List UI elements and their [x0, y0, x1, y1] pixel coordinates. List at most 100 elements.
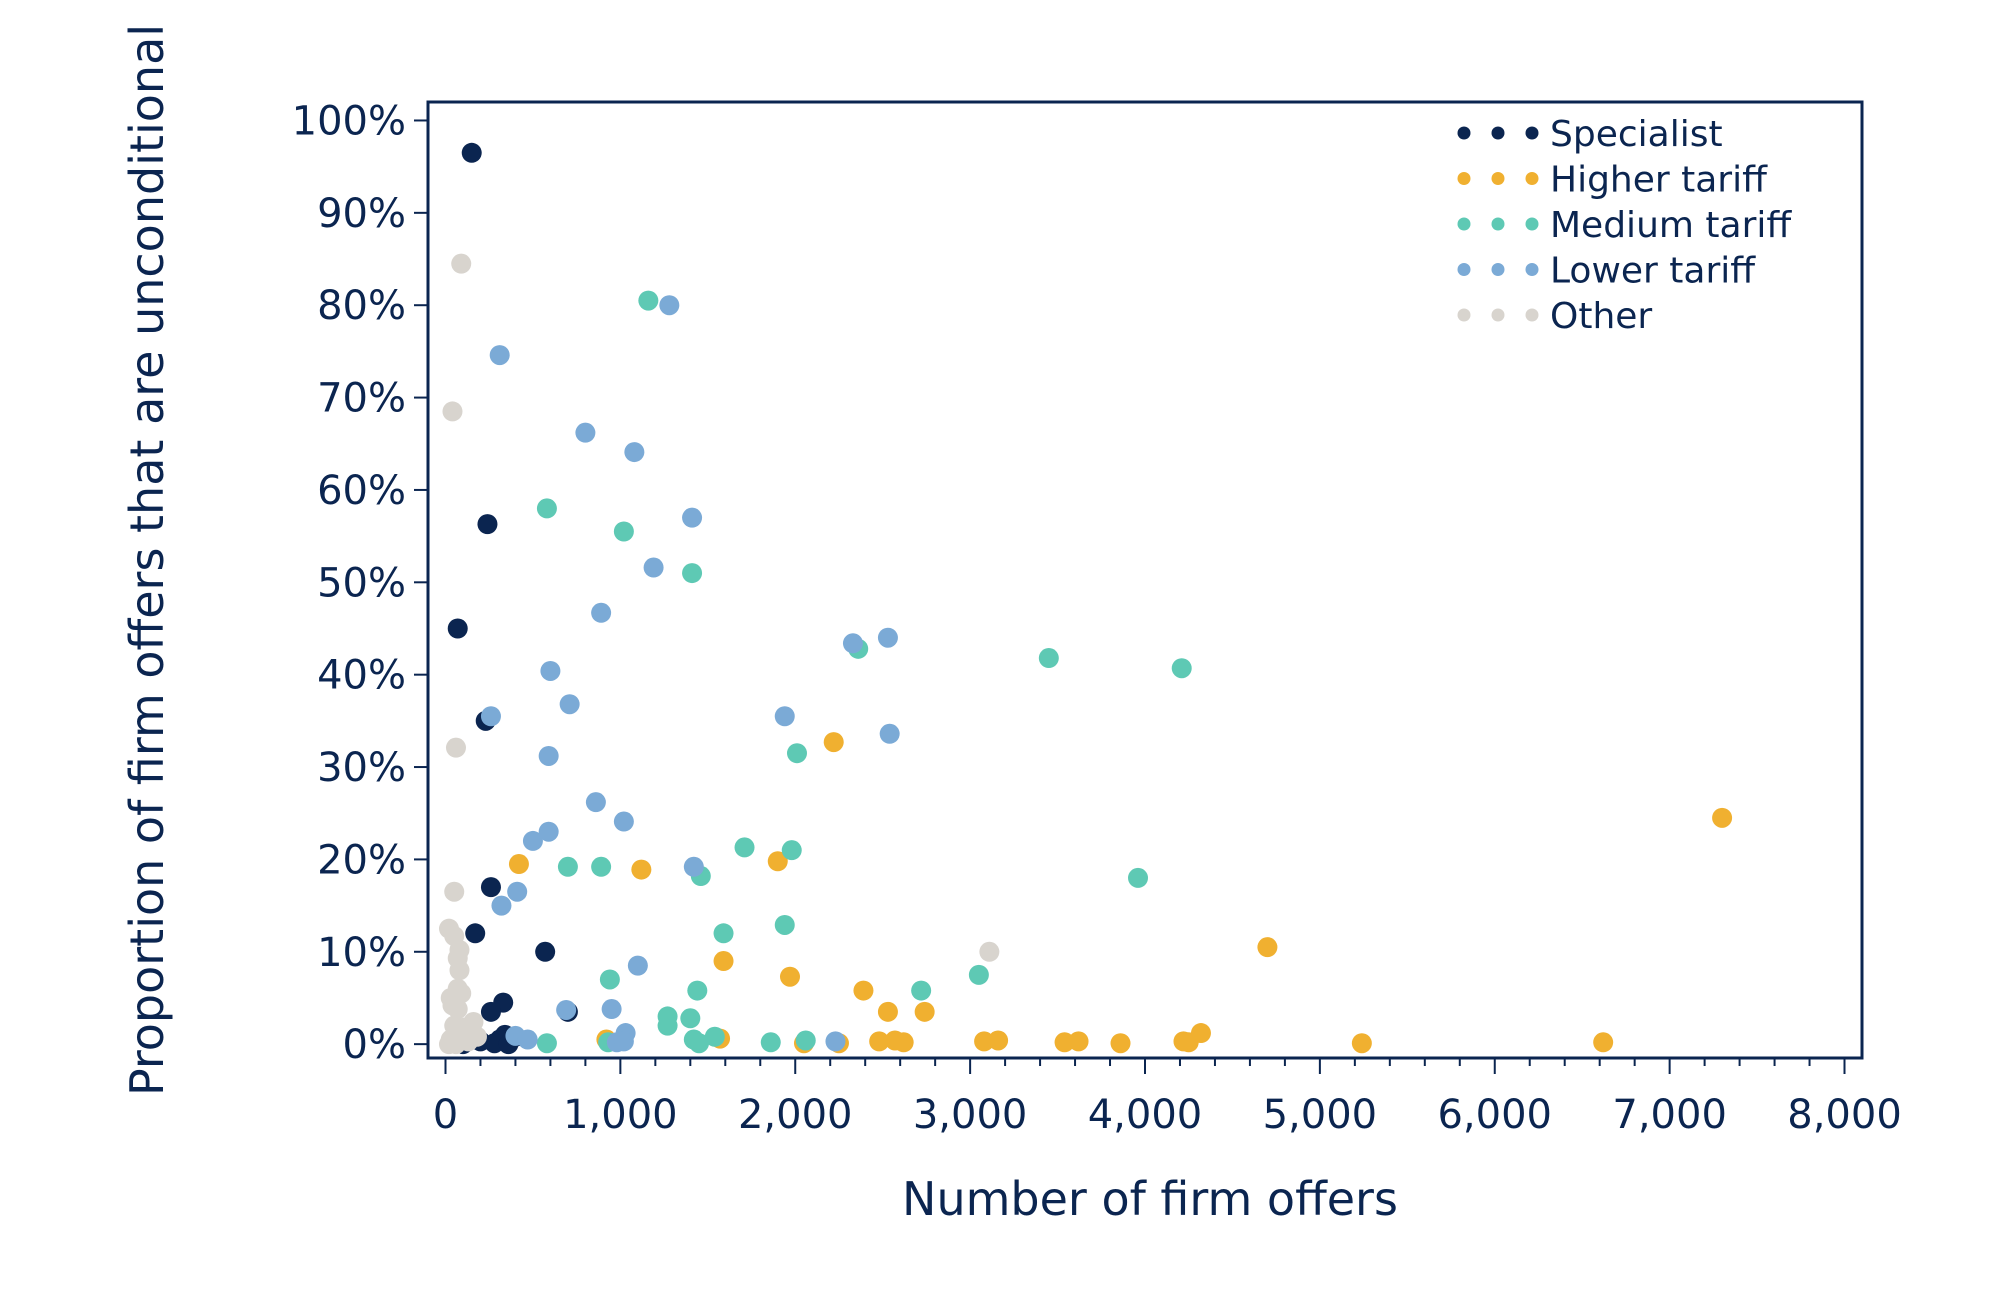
data-point — [974, 1031, 995, 1052]
y-tick-label: 60% — [317, 468, 406, 514]
data-point — [517, 1029, 538, 1050]
x-tick-label: 4,000 — [1088, 1092, 1203, 1138]
x-tick-label: 2,000 — [738, 1092, 853, 1138]
legend-marker — [1491, 126, 1505, 140]
data-point — [1257, 937, 1278, 958]
data-point — [444, 881, 465, 902]
data-point — [842, 633, 863, 654]
data-point — [704, 1026, 725, 1047]
legend-marker — [1457, 308, 1471, 322]
data-point — [601, 999, 622, 1020]
data-point — [477, 514, 498, 535]
legend-marker — [1525, 172, 1539, 185]
data-point — [825, 1031, 846, 1052]
data-point — [535, 941, 556, 962]
data-point — [760, 1032, 781, 1053]
data-point — [538, 821, 559, 842]
data-point — [1173, 1031, 1194, 1052]
x-axis: 0 1,000 2,000 3,000 4,000 5,000 6,000 7,000 8,00… — [433, 1058, 1902, 1138]
data-point — [1351, 1033, 1372, 1054]
data-point — [968, 964, 989, 985]
data-point — [591, 856, 612, 877]
y-tick-label: 10% — [317, 930, 406, 976]
data-point — [613, 811, 634, 832]
data-point — [557, 856, 578, 877]
x-tick-label: 1,000 — [563, 1092, 678, 1138]
data-point — [540, 660, 561, 681]
legend-label: Medium tariff — [1550, 205, 1792, 246]
data-point — [591, 602, 612, 623]
y-tick-label: 20% — [317, 837, 406, 883]
data-point — [893, 1032, 914, 1053]
x-tick-label: 0 — [433, 1092, 458, 1138]
legend-marker — [1525, 217, 1539, 231]
series-higher-tariff — [508, 732, 1733, 1054]
series-other — [438, 253, 1000, 1055]
legend-label: Lower tariff — [1550, 251, 1756, 292]
data-point — [465, 923, 486, 944]
x-tick-label: 8,000 — [1787, 1092, 1902, 1138]
data-point — [480, 1001, 501, 1022]
data-point — [522, 830, 543, 851]
data-point — [480, 877, 501, 898]
legend-marker — [1491, 263, 1505, 276]
data-point — [461, 142, 482, 163]
legend-marker — [1457, 217, 1471, 231]
data-point — [1128, 867, 1149, 888]
data-point — [734, 837, 755, 858]
data-point — [556, 999, 577, 1020]
y-tick-label: 90% — [317, 191, 406, 237]
data-point — [657, 1015, 678, 1036]
x-tick-label: 6,000 — [1437, 1092, 1552, 1138]
data-point — [643, 557, 664, 578]
data-point — [536, 498, 557, 519]
legend-marker — [1525, 263, 1539, 276]
legend-marker — [1457, 172, 1471, 185]
y-tick-label: 40% — [317, 653, 406, 699]
legend-marker — [1457, 263, 1471, 276]
series-specialist — [447, 142, 578, 1055]
data-point — [659, 295, 680, 316]
data-point — [536, 1033, 557, 1054]
data-point — [559, 694, 580, 715]
x-tick-label: 7,000 — [1612, 1092, 1727, 1138]
data-point — [447, 999, 468, 1020]
legend-item: Other — [1457, 296, 1652, 337]
data-point — [631, 859, 652, 880]
data-point — [774, 706, 795, 727]
data-point — [682, 507, 703, 528]
data-point — [869, 1031, 890, 1052]
data-point — [451, 1026, 472, 1047]
data-point — [638, 290, 659, 311]
legend-marker — [1491, 308, 1505, 322]
data-point — [823, 732, 844, 753]
data-point — [879, 723, 900, 744]
data-point — [451, 253, 472, 274]
legend-marker — [1525, 308, 1539, 322]
data-point — [1171, 658, 1192, 679]
data-point — [680, 1008, 701, 1029]
data-point — [877, 627, 898, 648]
x-tick-label: 5,000 — [1263, 1092, 1378, 1138]
data-point — [442, 401, 463, 422]
data-point — [507, 881, 528, 902]
data-point — [767, 851, 788, 872]
data-point — [447, 618, 468, 639]
legend-label: Higher tariff — [1550, 160, 1768, 201]
legend-item: Lower tariff — [1457, 251, 1756, 292]
data-point — [508, 854, 529, 875]
y-tick-label: 50% — [317, 560, 406, 606]
data-point — [480, 706, 501, 727]
legend-label: Other — [1550, 296, 1652, 337]
y-axis: 0% 10% 20% 30% 40% 50% 60% 70% 80% 90% 100% — [292, 98, 428, 1068]
data-point — [774, 914, 795, 935]
data-point — [853, 980, 874, 1001]
legend-label: Specialist — [1550, 114, 1723, 155]
data-point — [779, 966, 800, 987]
y-axis-title: Proportion of firm offers that are uncon… — [120, 24, 174, 1096]
data-point — [1038, 648, 1059, 669]
data-point — [627, 955, 648, 976]
legend-item: Specialist — [1457, 114, 1723, 155]
